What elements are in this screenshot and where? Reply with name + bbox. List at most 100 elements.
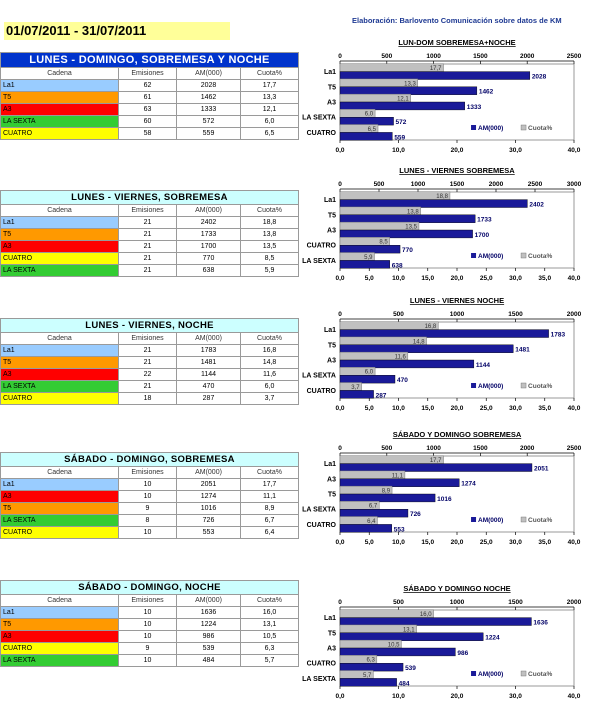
value-cell: 470 [176,380,241,393]
am-tick-label: 1500 [473,445,488,452]
table-row: CUATRO 21 770 8,5 [0,252,299,265]
cuota-tick-label: 10,0 [392,147,405,154]
value-cell: 6,0 [240,115,299,128]
legend-label: Cuota% [528,671,552,678]
value-cell: 638 [176,264,241,277]
channel-cell: A3 [0,103,119,116]
channel-cell: CUATRO [0,642,119,655]
column-header: AM(000) [176,594,241,607]
column-header: Emisiones [118,466,177,479]
cuota-value-label: 6,0 [365,370,374,376]
channel-cell: La1 [0,478,119,491]
cuota-value-label: 5,9 [364,255,373,261]
chart-title: LUNES - VIERNES NOCHE [410,296,504,305]
bar-chart: LUNES - VIERNES NOCHE 0 500 1000 1500 2000 0,0… [302,296,581,412]
am-tick-label: 500 [381,53,392,60]
am-value-label: 1481 [515,347,530,354]
value-cell: 10 [118,478,177,491]
value-cell: 8 [118,514,177,527]
cuota-value-label: 6,3 [367,658,376,664]
cuota-value-label: 6,5 [368,127,377,133]
cuota-tick-label: 10,0 [392,539,405,546]
channel-cell: T5 [0,228,119,241]
category-label: A3 [327,100,336,107]
cuota-value-label: 6,0 [365,112,374,118]
am-value-label: 726 [410,511,421,518]
category-label: La1 [324,197,336,204]
legend-swatch-cuota [520,124,527,131]
am-bar [339,71,531,80]
ratings-table: SÁBADO - DOMINGO, NOCHE Cadena Emisiones AM… [0,580,299,667]
legend-swatch-am [471,517,477,522]
value-cell: 21 [118,264,177,277]
value-cell: 1016 [176,502,241,515]
am-bar [339,359,475,369]
credit-note: Elaboración: Barlovento Comunicación sob… [352,16,562,25]
am-tick-label: 1000 [426,445,441,452]
legend-swatch-am [471,383,477,388]
am-tick-label: 500 [393,599,404,606]
category-label: La1 [324,69,336,76]
am-tick-label: 1000 [450,599,465,606]
channel-cell: T5 [0,91,119,104]
legend-label: Cuota% [528,125,552,132]
am-bar [339,101,465,111]
value-cell: 17,7 [240,478,299,491]
legend-label: Cuota% [528,253,552,260]
column-header: AM(000) [176,67,241,80]
cuota-tick-label: 0,0 [335,405,344,412]
am-tick-label: 2000 [520,53,535,60]
bar-chart: SÁBADO Y DOMINGO NOCHE 0 500 1000 1500 2000 0,… [302,584,581,700]
column-header: Cadena [0,466,119,479]
value-cell: 16,8 [240,344,299,357]
am-bar [339,244,401,254]
table-row: A3 22 1144 11,6 [0,368,299,381]
cuota-tick-label: 30,0 [509,147,522,154]
value-cell: 62 [118,79,177,92]
cuota-tick-label: 30,0 [509,275,522,282]
value-cell: 21 [118,228,177,241]
value-cell: 10 [118,654,177,667]
cuota-value-label: 8,9 [382,489,391,495]
am-value-label: 553 [394,526,405,533]
category-label: T5 [328,342,336,349]
column-header: Cadena [0,332,119,345]
cuota-value-label: 18,8 [436,194,448,200]
am-value-label: 1016 [437,496,452,503]
table-row: A3 63 1333 12,1 [0,103,299,116]
channel-cell: A3 [0,630,119,643]
value-cell: 6,0 [240,380,299,393]
am-value-label: 559 [394,134,405,141]
ratings-table: LUNES - VIERNES, NOCHE Cadena Emisiones AM(… [0,318,299,405]
am-bar [339,632,484,641]
column-header: Cuota% [240,204,299,217]
category-label: CUATRO [307,661,337,668]
am-tick-label: 2500 [567,445,582,452]
legend-swatch-cuota [520,382,527,389]
channel-cell: LA SEXTA [0,264,119,277]
category-label: CUATRO [307,243,337,250]
legend-label: AM(000) [478,383,503,390]
channel-cell: LA SEXTA [0,115,119,128]
legend-swatch-cuota [520,670,527,677]
cuota-tick-label: 30,0 [509,539,522,546]
am-tick-label: 1000 [411,181,426,188]
column-header: Emisiones [118,67,177,80]
cuota-tick-label: 15,0 [421,275,434,282]
am-value-label: 2402 [529,202,544,209]
am-bar [339,647,456,657]
cuota-tick-label: 40,0 [568,693,581,700]
value-cell: 12,1 [240,103,299,116]
am-bar [339,260,390,269]
chart-title: LUNES - VIERNES SOBREMESA [399,166,515,175]
table-row: CUATRO 18 287 3,7 [0,392,299,405]
cuota-tick-label: 20,0 [451,405,464,412]
legend-swatch-am [471,125,477,130]
cuota-tick-label: 35,0 [538,275,551,282]
value-cell: 13,3 [240,91,299,104]
table-row: CUATRO 9 539 6,3 [0,642,299,655]
am-bar [339,199,528,208]
table-row: La1 10 1636 16,0 [0,606,299,619]
value-cell: 13,8 [240,228,299,241]
legend-label: Cuota% [528,383,552,390]
